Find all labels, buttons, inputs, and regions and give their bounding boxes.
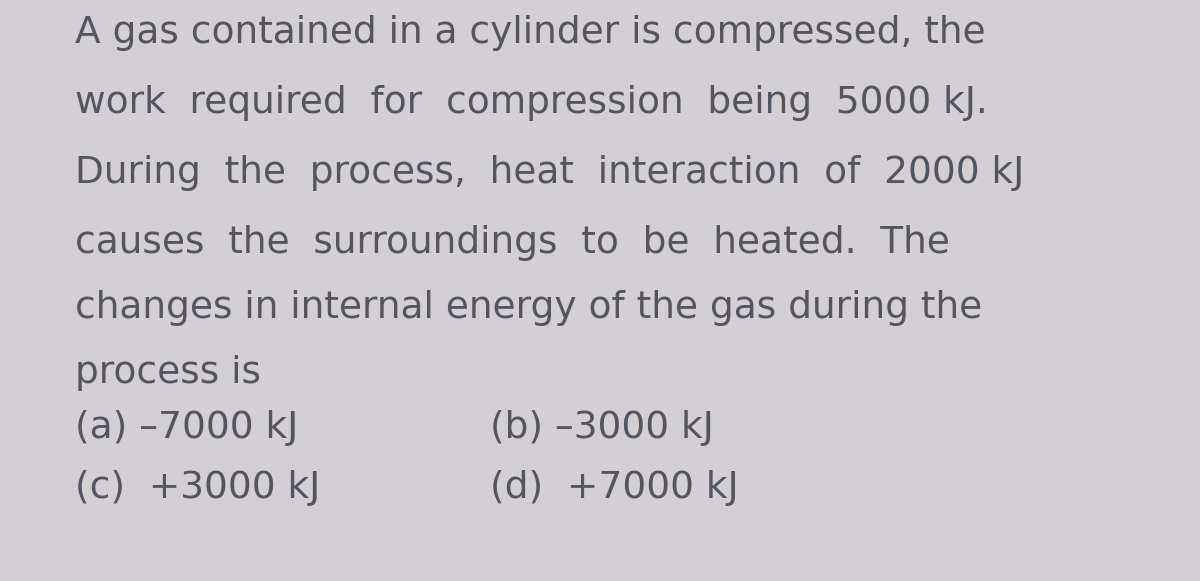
- Text: work  required  for  compression  being  5000 kJ.: work required for compression being 5000…: [74, 85, 988, 121]
- Text: changes in internal energy of the gas during the: changes in internal energy of the gas du…: [74, 290, 983, 326]
- Text: process is: process is: [74, 355, 262, 391]
- Text: (d)  +7000 kJ: (d) +7000 kJ: [490, 470, 739, 506]
- Text: (c)  +3000 kJ: (c) +3000 kJ: [74, 470, 320, 506]
- Text: (b) –3000 kJ: (b) –3000 kJ: [490, 410, 714, 446]
- Text: A gas contained in a cylinder is compressed, the: A gas contained in a cylinder is compres…: [74, 15, 985, 51]
- Text: (a) –7000 kJ: (a) –7000 kJ: [74, 410, 299, 446]
- Text: causes  the  surroundings  to  be  heated.  The: causes the surroundings to be heated. Th…: [74, 225, 950, 261]
- Text: During  the  process,  heat  interaction  of  2000 kJ: During the process, heat interaction of …: [74, 155, 1025, 191]
